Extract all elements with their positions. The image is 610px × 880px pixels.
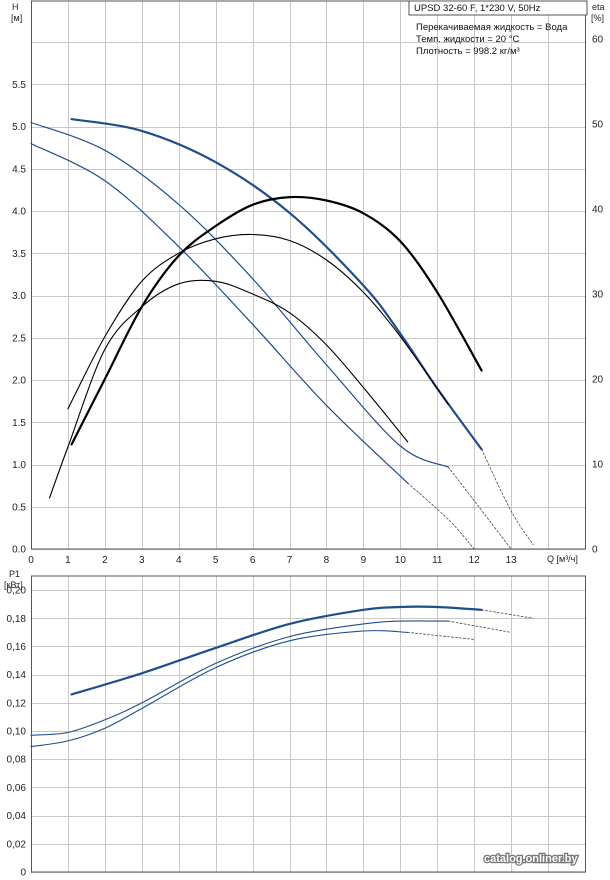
y2-tick-label-eta: 0 <box>592 545 598 556</box>
head-curve-dashed-speed-2 <box>447 466 512 550</box>
x-tick-label: 11 <box>432 555 443 566</box>
p1-curve-dashed-speed-2 <box>447 620 512 633</box>
y-tick-label-h: 0.5 <box>12 502 26 513</box>
eta-curve-speed-1 <box>48 279 409 499</box>
p1-curve-speed-3 <box>70 605 483 696</box>
y-tick-label-p1: 0,10 <box>7 727 27 738</box>
y-tick-label-h: 0.0 <box>12 545 26 556</box>
x-tick-label: 5 <box>213 555 219 566</box>
x-tick-label: 12 <box>469 555 481 566</box>
y2-axis-unit-eta: [%] <box>591 13 604 23</box>
y-tick-label-p1: 0,06 <box>7 783 27 794</box>
y2-tick-label-eta: 60 <box>592 35 604 46</box>
model-title: UPSD 32-60 F, 1*230 V, 50Hz <box>414 3 541 14</box>
info-liquid: Перекачиваемая жидкость = Вода <box>416 22 568 33</box>
axis-tick-labels: 0 1 2 3 4 5 6 7 8 9 10 11 12 130.00.51.01.52.02.53.03… <box>7 35 604 879</box>
x-tick-label: 0 <box>28 555 34 566</box>
x-tick-label: 4 <box>176 555 182 566</box>
x-tick-label: 10 <box>395 555 407 566</box>
y-tick-label-p1: 0,04 <box>7 811 27 822</box>
head-curve-dashed-speed-3 <box>481 448 534 546</box>
y-axis-unit-p1: [кВт] <box>4 580 23 590</box>
model-title-box <box>408 0 588 16</box>
y-tick-label-h: 2.0 <box>12 376 26 387</box>
y-tick-label-p1: 0,02 <box>7 839 27 850</box>
x-tick-label: 9 <box>361 555 367 566</box>
p1-curve-dashed-speed-3 <box>481 609 534 619</box>
head-chart-frame <box>31 0 586 550</box>
y-tick-label-h: 1.5 <box>12 418 26 429</box>
head-curve-dashed-speed-1 <box>407 482 475 550</box>
y-tick-label-h: 4.5 <box>12 164 26 175</box>
x-tick-label: 2 <box>102 555 108 566</box>
p1-curve-speed-2 <box>30 620 449 736</box>
y-tick-label-p1: 0,18 <box>7 614 27 625</box>
power-chart-frame <box>31 575 586 873</box>
y-tick-label-p1: 0,16 <box>7 642 27 653</box>
y2-tick-label-eta: 50 <box>592 120 604 131</box>
y-tick-label-h: 4.0 <box>12 207 26 218</box>
y2-tick-label-eta: 40 <box>592 205 604 216</box>
info-temperature: Темп. жидкости = 20 °C <box>416 34 519 45</box>
watermark: catalog.onliner.by <box>484 853 578 865</box>
chart-curves <box>30 118 534 748</box>
y-tick-label-h: 5.5 <box>12 80 26 91</box>
y2-tick-label-eta: 30 <box>592 290 604 301</box>
y-tick-label-p1: 0 <box>20 868 26 879</box>
y-tick-label-p1: 0,08 <box>7 755 27 766</box>
x-axis-label-q: Q [м³/ч] <box>547 554 578 564</box>
x-tick-label: 6 <box>250 555 256 566</box>
x-tick-label: 8 <box>324 555 330 566</box>
eta-curve-speed-2 <box>67 233 449 410</box>
y-tick-label-p1: 0,14 <box>7 670 27 681</box>
info-density: Плотность = 998.2 кг/м³ <box>416 46 520 57</box>
x-tick-label: 3 <box>139 555 145 566</box>
y-tick-label-h: 3.5 <box>12 249 26 260</box>
head-curve-speed-1 <box>30 143 409 484</box>
y-axis-label-h: H <box>12 2 19 12</box>
head-chart-grid <box>31 0 586 550</box>
head-curve-speed-2 <box>30 121 449 468</box>
y2-axis-label-eta: eta <box>592 2 605 12</box>
y2-tick-label-eta: 20 <box>592 375 604 386</box>
y-tick-label-p1: 0,12 <box>7 698 27 709</box>
y-tick-label-h: 3.0 <box>12 291 26 302</box>
x-tick-label: 13 <box>506 555 518 566</box>
y-axis-unit-h: [м] <box>11 13 22 23</box>
power-chart-grid <box>31 575 586 873</box>
eta-curve-speed-3 <box>70 195 483 446</box>
y2-tick-label-eta: 10 <box>592 460 604 471</box>
x-tick-label: 7 <box>287 555 293 566</box>
y-tick-label-h: 1.0 <box>12 460 26 471</box>
y-axis-label-p1: P1 <box>9 569 20 579</box>
x-tick-label: 1 <box>65 555 71 566</box>
y-tick-label-p1: 0,20 <box>7 586 27 597</box>
p1-curve-dashed-speed-1 <box>407 632 475 640</box>
p1-curve-speed-1 <box>30 630 409 748</box>
y-tick-label-h: 2.5 <box>12 333 26 344</box>
y-tick-label-h: 5.0 <box>12 122 26 133</box>
